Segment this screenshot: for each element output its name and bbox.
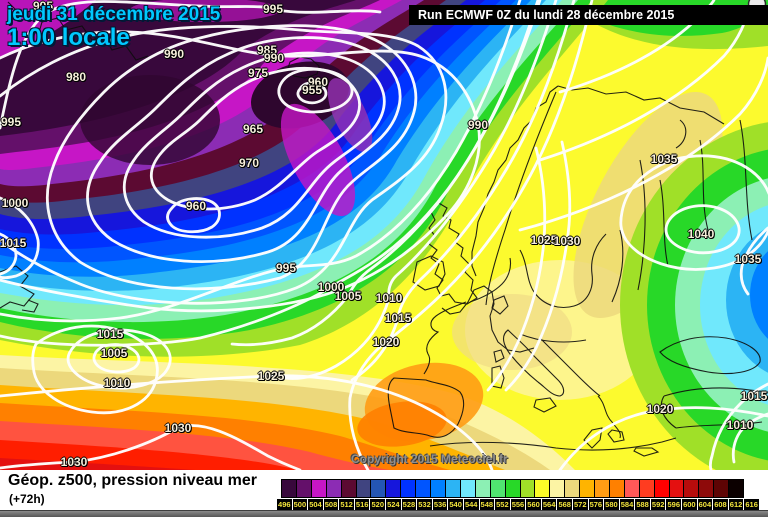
colorbar-value: 496 xyxy=(277,499,292,510)
map-title: Géop. z500, pression niveau mer xyxy=(8,472,257,489)
colorbar-value: 612 xyxy=(728,499,744,510)
colorbar-value: 592 xyxy=(650,499,666,510)
colorbar-cell xyxy=(340,479,357,498)
colorbar-cell xyxy=(713,479,730,498)
colorbar-value: 552 xyxy=(495,499,510,510)
colorbar-cell xyxy=(683,479,700,498)
colorbar-value: 608 xyxy=(713,499,728,510)
colorbar-cell xyxy=(623,479,640,498)
colorbar-value: 520 xyxy=(370,499,386,510)
colorbar-cell xyxy=(474,479,491,498)
colorbar-value: 524 xyxy=(386,499,401,510)
colorbar-value: 504 xyxy=(308,499,323,510)
colorbar-cell xyxy=(698,479,715,498)
window-edge xyxy=(0,510,768,517)
z500-field xyxy=(0,0,768,470)
forecast-date: jeudi 31 décembre 2015 xyxy=(7,4,221,25)
colorbar-value: 536 xyxy=(432,499,448,510)
colorbar-value: 512 xyxy=(339,499,354,510)
colorbar-cell xyxy=(370,479,387,498)
colorbar-value: 500 xyxy=(292,499,308,510)
run-info-box: Run ECMWF 0Z du lundi 28 décembre 2015 xyxy=(409,5,768,25)
colorbar-value: 580 xyxy=(604,499,619,510)
colorbar-value: 516 xyxy=(354,499,370,510)
colorbar-cell xyxy=(459,479,476,498)
colorbar-cell xyxy=(668,479,685,498)
colorbar-value: 576 xyxy=(588,499,604,510)
forecast-hour: (+72h) xyxy=(9,492,45,506)
colorbar-cell xyxy=(310,479,327,498)
colorbar-value: 544 xyxy=(463,499,479,510)
colorbar-cell xyxy=(534,479,551,498)
colorbar-cell xyxy=(489,479,506,498)
colorbar-value: 540 xyxy=(448,499,463,510)
colorbar-cell xyxy=(549,479,566,498)
colorbar-value: 564 xyxy=(541,499,557,510)
colorbar-value: 596 xyxy=(666,499,682,510)
colorbar-cell xyxy=(295,479,312,498)
colorbar-value: 600 xyxy=(682,499,697,510)
legend-bar: Géop. z500, pression niveau mer (+72h) 4… xyxy=(0,470,768,510)
colorbar-cell xyxy=(444,479,461,498)
colorbar-value: 616 xyxy=(744,499,759,510)
forecast-time: 1:00 locale xyxy=(7,24,130,52)
colorbar-cell xyxy=(653,479,670,498)
colorbar-value: 548 xyxy=(479,499,495,510)
colorbar-value: 604 xyxy=(697,499,713,510)
colorbar-value: 588 xyxy=(635,499,650,510)
colorbar-cell xyxy=(400,479,417,498)
colorbar-value: 572 xyxy=(572,499,588,510)
colorbar-cell xyxy=(579,479,596,498)
forecast-datetime: jeudi 31 décembre 2015 1:00 locale xyxy=(7,4,220,52)
run-info-text: Run ECMWF 0Z du lundi 28 décembre 2015 xyxy=(418,8,675,22)
colorbar-cell xyxy=(608,479,625,498)
colorbar-cell xyxy=(564,479,581,498)
colorbar-cell xyxy=(519,479,536,498)
colorbar-value: 528 xyxy=(401,499,417,510)
copyright-text: Copyright 2015 Meteociel.fr xyxy=(351,452,508,466)
colorbar xyxy=(281,479,745,498)
colorbar-cell xyxy=(430,479,446,498)
colorbar-value: 556 xyxy=(510,499,526,510)
colorbar-cell xyxy=(385,479,402,498)
map-image: 995 995 990 985 990 975 980 960 955 995 990 965 1035… xyxy=(0,0,768,470)
colorbar-value: 568 xyxy=(557,499,572,510)
colorbar-cell xyxy=(638,479,655,498)
colorbar-cell xyxy=(594,479,610,498)
colorbar-values: 496 500 504 508 512 516 520 524 528 532 536 540 544 5… xyxy=(277,499,759,510)
colorbar-cell xyxy=(504,479,521,498)
colorbar-cell xyxy=(415,479,432,498)
map-canvas xyxy=(0,0,768,470)
colorbar-cell xyxy=(325,479,342,498)
isobars xyxy=(0,0,768,470)
colorbar-cell xyxy=(355,479,372,498)
colorbar-value: 560 xyxy=(526,499,541,510)
colorbar-value: 532 xyxy=(417,499,432,510)
colorbar-value: 508 xyxy=(323,499,339,510)
colorbar-cell xyxy=(281,479,297,498)
colorbar-cell xyxy=(728,479,745,498)
colorbar-value: 584 xyxy=(619,499,635,510)
